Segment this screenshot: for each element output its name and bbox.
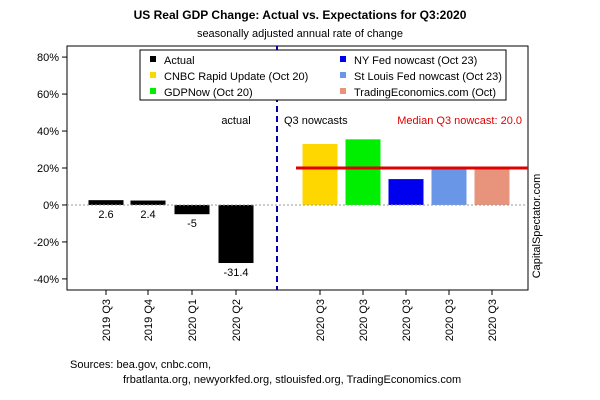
- legend-label: TradingEconomics.com (Oct): [354, 87, 496, 99]
- nowcasts-annotation: Q3 nowcasts: [284, 115, 348, 127]
- y-tick-label: 80%: [37, 52, 59, 64]
- chart-title: US Real GDP Change: Actual vs. Expectati…: [134, 8, 467, 22]
- x-tick-label: 2020 Q3: [401, 299, 413, 341]
- sources-line-1: Sources: bea.gov, cnbc.com,: [70, 359, 211, 371]
- legend-swatch: [340, 88, 346, 94]
- legend-label: Actual: [164, 55, 195, 67]
- legend-label: St Louis Fed nowcast (Oct 23): [354, 71, 502, 83]
- y-tick-label: -20%: [33, 237, 59, 249]
- x-axis: 2019 Q3 2019 Q4 2020 Q1 2020 Q2 2020 Q3 2020 …: [101, 290, 499, 341]
- y-tick-label: -40%: [33, 274, 59, 286]
- x-tick-label: 2019 Q4: [143, 299, 155, 341]
- side-credit: CapitalSpectator.com: [531, 174, 543, 279]
- bar: [174, 204, 210, 215]
- bar-value-label: 2.6: [98, 209, 113, 221]
- bars: 2.6 2.4 -5 -31.4: [67, 139, 528, 279]
- y-tick-label: 40%: [37, 126, 59, 138]
- bar: [431, 168, 467, 205]
- bar: [88, 200, 124, 205]
- x-tick-label: 2020 Q3: [358, 299, 370, 341]
- bar-value-label: 2.4: [140, 209, 155, 221]
- legend-label: NY Fed nowcast (Oct 23): [354, 55, 477, 67]
- actual-annotation: actual: [221, 115, 250, 127]
- x-tick-label: 2020 Q3: [487, 299, 499, 341]
- y-tick-label: 0%: [43, 200, 59, 212]
- median-annotation: Median Q3 nowcast: 20.0: [397, 115, 522, 127]
- y-axis: 80% 60% 40% 20% 0% -20% -40%: [33, 52, 67, 286]
- legend-swatch: [150, 88, 156, 94]
- x-tick-label: 2019 Q3: [101, 299, 113, 341]
- y-tick-label: 20%: [37, 163, 59, 175]
- legend-swatch: [150, 72, 156, 78]
- legend-swatch: [340, 56, 346, 62]
- y-tick-label: 60%: [37, 89, 59, 101]
- x-tick-label: 2020 Q3: [444, 299, 456, 341]
- legend-label: CNBC Rapid Update (Oct 20): [164, 71, 308, 83]
- x-tick-label: 2020 Q3: [315, 299, 327, 341]
- bar-value-label: -31.4: [223, 267, 248, 279]
- legend-swatch: [150, 56, 156, 62]
- bar: [474, 168, 510, 205]
- chart-subtitle: seasonally adjusted annual rate of chang…: [197, 28, 403, 40]
- x-tick-label: 2020 Q2: [231, 299, 243, 341]
- sources-line-2: frbatlanta.org, newyorkfed.org, stlouisf…: [123, 374, 461, 386]
- legend: Actual CNBC Rapid Update (Oct 20) GDPNow (…: [139, 49, 507, 101]
- legend-box: [139, 49, 507, 101]
- bar: [130, 200, 166, 205]
- bar: [302, 143, 338, 205]
- x-tick-label: 2020 Q1: [187, 299, 199, 341]
- legend-swatch: [340, 72, 346, 78]
- bar: [218, 204, 254, 264]
- bar: [388, 179, 424, 205]
- legend-label: GDPNow (Oct 20): [164, 87, 253, 99]
- bar-value-label: -5: [187, 218, 197, 230]
- bar: [345, 139, 381, 205]
